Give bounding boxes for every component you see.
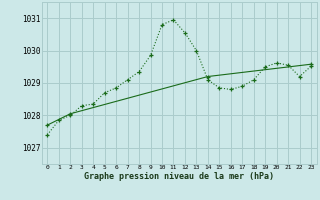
X-axis label: Graphe pression niveau de la mer (hPa): Graphe pression niveau de la mer (hPa) <box>84 172 274 181</box>
